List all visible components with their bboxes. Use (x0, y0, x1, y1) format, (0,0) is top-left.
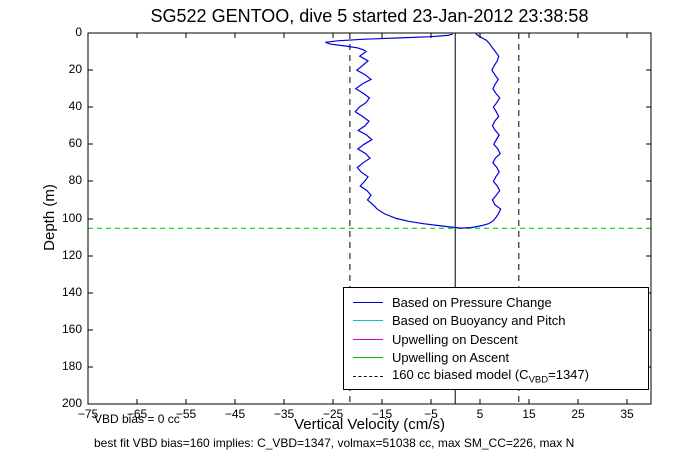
series-w-from-pressure (325, 33, 502, 229)
legend-item-label: 160 cc biased model (CVBD=1347) (392, 366, 589, 386)
legend-line-sample (353, 301, 383, 303)
y-tick-label: 20 (68, 62, 82, 76)
y-tick-label: 100 (61, 211, 82, 225)
plot-title: SG522 GENTOO, dive 5 started 23-Jan-2012… (150, 6, 589, 26)
y-tick-label: 120 (61, 248, 82, 262)
legend-item-5: 160 cc biased model (CVBD=1347) (353, 367, 648, 386)
x-tick-label: −45 (224, 407, 246, 421)
y-tick-label: 180 (61, 359, 82, 373)
legend-line-sample (353, 320, 383, 322)
legend-line-sample (353, 375, 383, 377)
legend-item-label: Based on Buoyancy and Pitch (392, 313, 566, 329)
legend-item-3: Upwelling on Descent (353, 330, 648, 349)
x-tick-label: 35 (620, 407, 634, 421)
x-tick-label: −75 (77, 407, 99, 421)
y-tick-label: 60 (68, 136, 82, 150)
x-tick-label: −35 (273, 407, 295, 421)
legend-item-1: Based on Pressure Change (353, 293, 648, 312)
x-tick-label: −65 (126, 407, 148, 421)
x-tick-label: −25 (322, 407, 344, 421)
y-tick-label: 140 (61, 285, 82, 299)
y-tick-label: 200 (61, 396, 82, 410)
x-tick-label: −15 (371, 407, 393, 421)
x-tick-label: 25 (571, 407, 585, 421)
legend: Based on Pressure Change Based on Buoyanc… (343, 287, 649, 390)
x-axis-label: Vertical Velocity (cm/s) (294, 416, 445, 433)
y-tick-label: 0 (75, 25, 82, 39)
x-tick-label: 15 (522, 407, 536, 421)
y-tick-label: 160 (61, 322, 82, 336)
legend-line-sample (353, 357, 383, 359)
legend-line-sample (353, 338, 383, 340)
note-best-fit: best fit VBD bias=160 implies: C_VBD=134… (94, 436, 575, 450)
legend-item-label: Upwelling on Descent (392, 331, 518, 347)
x-tick-label: −5 (424, 407, 438, 421)
note-vbd-bias: VBD bias = 0 cc (94, 412, 180, 426)
legend-item-label: Based on Pressure Change (392, 294, 552, 310)
legend-item-2: Based on Buoyancy and Pitch (353, 312, 648, 331)
x-tick-label: −55 (175, 407, 197, 421)
legend-item-label: Upwelling on Ascent (392, 350, 510, 366)
x-tick-label: 5 (476, 407, 484, 421)
legend-item-4: Upwelling on Ascent (353, 349, 648, 368)
y-tick-label: 80 (68, 173, 82, 187)
y-tick-label: 40 (68, 99, 82, 113)
